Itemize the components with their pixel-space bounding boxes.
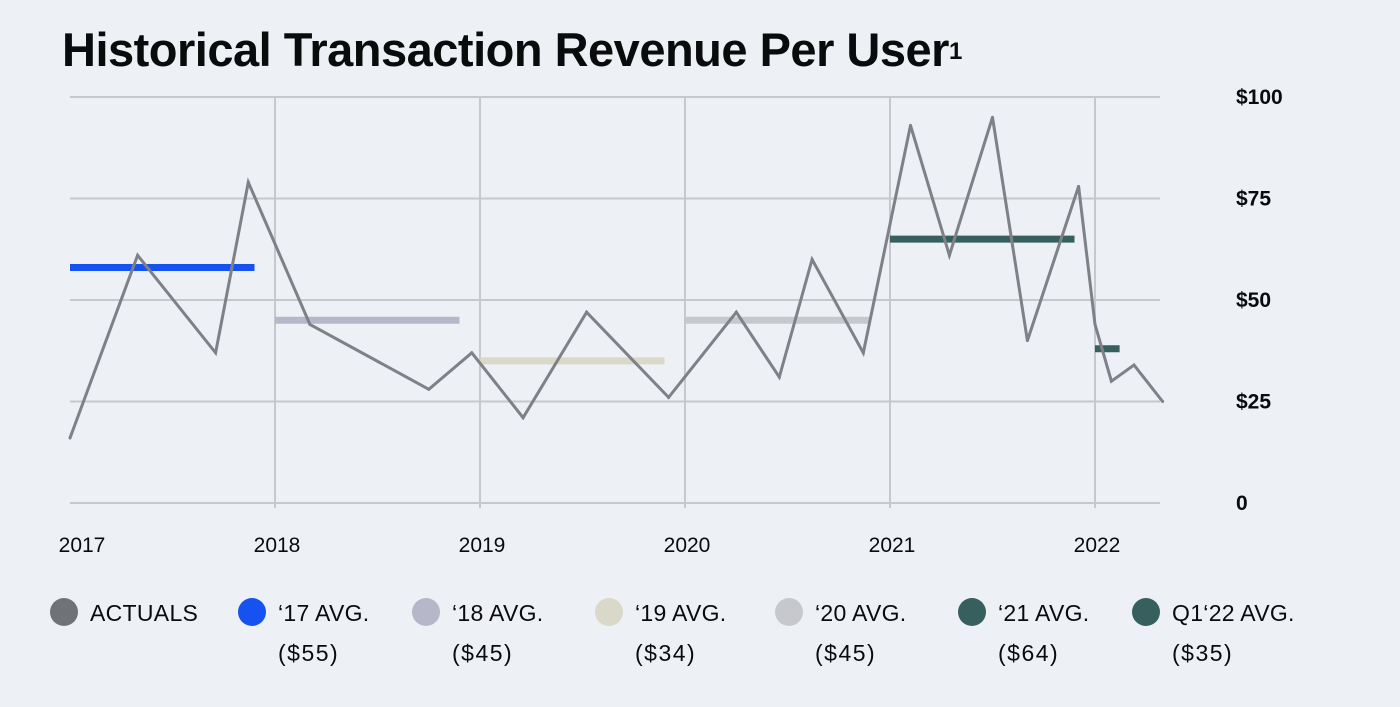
actuals-point xyxy=(427,387,431,391)
actuals-point xyxy=(861,351,865,355)
chart-legend: ACTUALS ‘17 AVG. ($55) ‘18 AVG. ($45) ‘19 AVG… xyxy=(50,594,1370,674)
actuals-point xyxy=(1161,400,1165,403)
legend-label: ‘17 AVG. xyxy=(278,600,370,626)
legend-label: ACTUALS xyxy=(90,600,199,626)
x-tick-label: 2021 xyxy=(869,534,916,557)
y-tick-label: $100 xyxy=(1236,86,1283,109)
legend-label: ‘19 AVG. xyxy=(635,600,727,626)
x-tick-label: 2022 xyxy=(1074,534,1121,557)
actuals-series xyxy=(68,115,1165,440)
x-axis-ticks: 2017 2018 2019 2020 2021 2022 xyxy=(59,534,1121,557)
actuals-point xyxy=(1093,322,1097,326)
title-footnote-marker: 1 xyxy=(948,38,962,65)
actuals-point xyxy=(909,123,912,127)
actuals-point xyxy=(947,253,951,257)
legend-swatch-icon xyxy=(958,598,986,626)
chart-title-text: Historical Transaction Revenue Per User xyxy=(62,23,949,76)
y-tick-label: $25 xyxy=(1236,391,1271,414)
legend-swatch-icon xyxy=(595,598,623,626)
legend-swatch-icon xyxy=(1132,598,1160,626)
y-tick-label: 0 xyxy=(1236,492,1248,515)
legend-swatch-icon xyxy=(50,598,78,626)
horizontal-gridlines xyxy=(70,96,1160,504)
actuals-point xyxy=(1077,184,1081,188)
legend-average-value: ($35) xyxy=(1172,640,1234,666)
actuals-point xyxy=(667,395,671,399)
legend-label: Q1‘22 AVG. xyxy=(1172,600,1295,626)
actuals-point xyxy=(68,436,72,440)
actuals-point xyxy=(777,375,781,379)
y-axis-ticks: $100 $75 $50 $25 0 xyxy=(1236,86,1283,515)
actuals-point xyxy=(734,310,738,314)
actuals-point xyxy=(1025,339,1029,343)
legend-average-value: ($34) xyxy=(635,640,697,666)
legend-average-value: ($64) xyxy=(998,640,1060,666)
legend-label: ‘18 AVG. xyxy=(452,600,544,626)
x-tick-label: 2018 xyxy=(254,534,301,557)
actuals-point xyxy=(521,416,525,420)
actuals-point xyxy=(1109,379,1113,383)
legend-label: ‘20 AVG. xyxy=(815,600,907,626)
x-tick-label: 2020 xyxy=(664,534,711,557)
vertical-gridlines xyxy=(274,97,1096,508)
actuals-point xyxy=(991,115,994,119)
actuals-point xyxy=(585,310,589,314)
legend-swatch-icon xyxy=(775,598,803,626)
legend-average-value: ($45) xyxy=(815,640,877,666)
actuals-point xyxy=(246,180,250,184)
actuals-point xyxy=(810,257,814,261)
actuals-point xyxy=(308,322,312,326)
y-tick-label: $50 xyxy=(1236,289,1271,312)
actuals-line xyxy=(68,116,1164,439)
actuals-point xyxy=(136,253,140,257)
actuals-point xyxy=(214,351,218,355)
legend-swatch-icon xyxy=(238,598,266,626)
actuals-point xyxy=(1132,363,1136,367)
y-tick-label: $75 xyxy=(1236,188,1271,211)
chart-title: Historical Transaction Revenue Per User1 xyxy=(62,20,962,80)
x-tick-label: 2017 xyxy=(59,534,106,557)
legend-swatch-icon xyxy=(412,598,440,626)
legend-average-value: ($45) xyxy=(452,640,514,666)
legend-average-value: ($55) xyxy=(278,640,340,666)
legend-label: ‘21 AVG. xyxy=(998,600,1090,626)
actuals-point xyxy=(470,351,474,355)
x-tick-label: 2019 xyxy=(459,534,506,557)
